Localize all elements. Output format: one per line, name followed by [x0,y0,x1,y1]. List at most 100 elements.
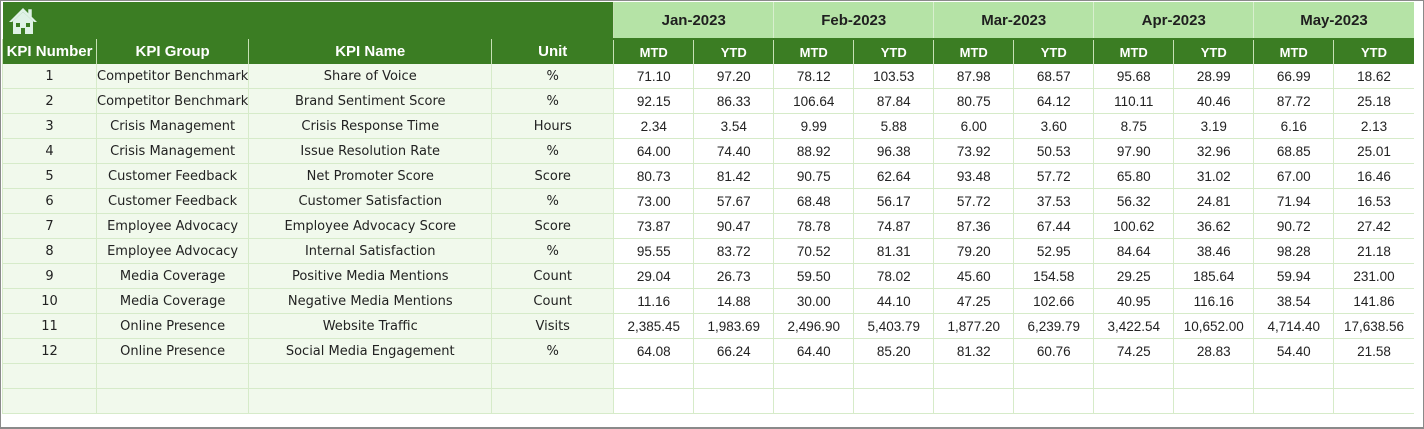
ytd-value-cell[interactable]: 24.81 [1173,188,1254,214]
ytd-value-cell[interactable]: 103.53 [853,64,934,89]
ytd-value-cell[interactable]: 90.47 [693,213,774,239]
ytd-value-cell[interactable]: 5.88 [853,113,934,139]
ytd-value-cell[interactable]: 83.72 [693,238,774,264]
ytd-value-cell[interactable]: 154.58 [1013,263,1094,289]
mtd-value-cell[interactable]: 106.64 [773,88,854,114]
mtd-value-cell[interactable]: 79.20 [933,238,1014,264]
ytd-value-cell[interactable]: 36.62 [1173,213,1254,239]
ytd-value-cell[interactable]: 25.01 [1333,138,1414,164]
ytd-value-cell[interactable]: 44.10 [853,288,934,314]
ytd-value-cell[interactable]: 26.73 [693,263,774,289]
mtd-value-cell[interactable]: 97.90 [1093,138,1174,164]
mtd-value-cell[interactable]: 3,422.54 [1093,313,1174,339]
ytd-value-cell[interactable]: 1,983.69 [693,313,774,339]
ytd-value-cell[interactable]: 21.58 [1333,338,1414,364]
kpi-name-cell[interactable]: Social Media Engagement [248,338,492,364]
unit-cell[interactable]: % [491,338,614,364]
mtd-value-cell[interactable]: 81.32 [933,338,1014,364]
ytd-value-cell[interactable]: 16.53 [1333,188,1414,214]
mtd-value-cell[interactable]: 11.16 [613,288,694,314]
ytd-value-cell[interactable]: 85.20 [853,338,934,364]
ytd-value-cell[interactable]: 64.12 [1013,88,1094,114]
kpi-group-cell[interactable]: Employee Advocacy [95,213,249,239]
kpi-name-cell[interactable]: Issue Resolution Rate [248,138,492,164]
kpi-name-cell[interactable]: Negative Media Mentions [248,288,492,314]
mtd-value-cell[interactable]: 64.40 [773,338,854,364]
kpi-name-cell[interactable]: Internal Satisfaction [248,238,492,264]
kpi-group-cell[interactable]: Crisis Management [95,113,249,139]
ytd-value-cell[interactable]: 31.02 [1173,163,1254,189]
mtd-value-cell[interactable]: 65.80 [1093,163,1174,189]
kpi-number-cell[interactable]: 8 [2,238,97,264]
ytd-value-cell[interactable]: 81.42 [693,163,774,189]
empty-cell[interactable] [1333,388,1414,414]
mtd-value-cell[interactable]: 80.73 [613,163,694,189]
empty-cell[interactable] [693,388,774,414]
ytd-value-cell[interactable]: 25.18 [1333,88,1414,114]
kpi-number-cell[interactable]: 5 [2,163,97,189]
empty-cell[interactable] [1013,388,1094,414]
empty-cell[interactable] [853,363,934,389]
mtd-value-cell[interactable]: 87.72 [1253,88,1334,114]
empty-cell[interactable] [933,388,1014,414]
empty-cell[interactable] [248,388,492,414]
kpi-group-cell[interactable]: Competitor Benchmark [95,88,249,114]
unit-cell[interactable]: Count [491,263,614,289]
kpi-name-cell[interactable]: Positive Media Mentions [248,263,492,289]
mtd-value-cell[interactable]: 47.25 [933,288,1014,314]
ytd-value-cell[interactable]: 38.46 [1173,238,1254,264]
ytd-value-cell[interactable]: 2.13 [1333,113,1414,139]
kpi-name-cell[interactable]: Net Promoter Score [248,163,492,189]
kpi-group-cell[interactable]: Online Presence [95,313,249,339]
ytd-value-cell[interactable]: 28.99 [1173,64,1254,89]
empty-cell[interactable] [248,363,492,389]
mtd-value-cell[interactable]: 87.36 [933,213,1014,239]
kpi-group-cell[interactable]: Competitor Benchmark [95,64,249,89]
mtd-value-cell[interactable]: 4,714.40 [1253,313,1334,339]
ytd-value-cell[interactable]: 86.33 [693,88,774,114]
ytd-value-cell[interactable]: 102.66 [1013,288,1094,314]
ytd-value-cell[interactable]: 14.88 [693,288,774,314]
ytd-value-cell[interactable]: 57.72 [1013,163,1094,189]
ytd-value-cell[interactable]: 27.42 [1333,213,1414,239]
mtd-value-cell[interactable]: 2,385.45 [613,313,694,339]
ytd-value-cell[interactable]: 3.19 [1173,113,1254,139]
mtd-value-cell[interactable]: 68.85 [1253,138,1334,164]
kpi-group-cell[interactable]: Media Coverage [95,263,249,289]
empty-cell[interactable] [1253,363,1334,389]
ytd-value-cell[interactable]: 78.02 [853,263,934,289]
mtd-value-cell[interactable]: 59.50 [773,263,854,289]
mtd-value-cell[interactable]: 29.04 [613,263,694,289]
kpi-number-cell[interactable]: 9 [2,263,97,289]
ytd-value-cell[interactable]: 3.60 [1013,113,1094,139]
ytd-value-cell[interactable]: 81.31 [853,238,934,264]
mtd-value-cell[interactable]: 57.72 [933,188,1014,214]
unit-cell[interactable]: % [491,88,614,114]
empty-cell[interactable] [2,388,97,414]
mtd-value-cell[interactable]: 71.10 [613,64,694,89]
mtd-value-cell[interactable]: 74.25 [1093,338,1174,364]
empty-cell[interactable] [1173,363,1254,389]
ytd-value-cell[interactable]: 18.62 [1333,64,1414,89]
mtd-value-cell[interactable]: 29.25 [1093,263,1174,289]
mtd-value-cell[interactable]: 9.99 [773,113,854,139]
empty-cell[interactable] [1013,363,1094,389]
mtd-value-cell[interactable]: 8.75 [1093,113,1174,139]
ytd-value-cell[interactable]: 17,638.56 [1333,313,1414,339]
unit-cell[interactable]: Score [491,213,614,239]
mtd-value-cell[interactable]: 64.08 [613,338,694,364]
unit-cell[interactable]: Score [491,163,614,189]
mtd-value-cell[interactable]: 38.54 [1253,288,1334,314]
ytd-value-cell[interactable]: 116.16 [1173,288,1254,314]
ytd-value-cell[interactable]: 50.53 [1013,138,1094,164]
ytd-value-cell[interactable]: 3.54 [693,113,774,139]
ytd-value-cell[interactable]: 96.38 [853,138,934,164]
mtd-value-cell[interactable]: 87.98 [933,64,1014,89]
ytd-value-cell[interactable]: 68.57 [1013,64,1094,89]
mtd-value-cell[interactable]: 45.60 [933,263,1014,289]
empty-cell[interactable] [1173,388,1254,414]
empty-cell[interactable] [933,363,1014,389]
ytd-value-cell[interactable]: 37.53 [1013,188,1094,214]
kpi-group-cell[interactable]: Crisis Management [95,138,249,164]
ytd-value-cell[interactable]: 21.18 [1333,238,1414,264]
